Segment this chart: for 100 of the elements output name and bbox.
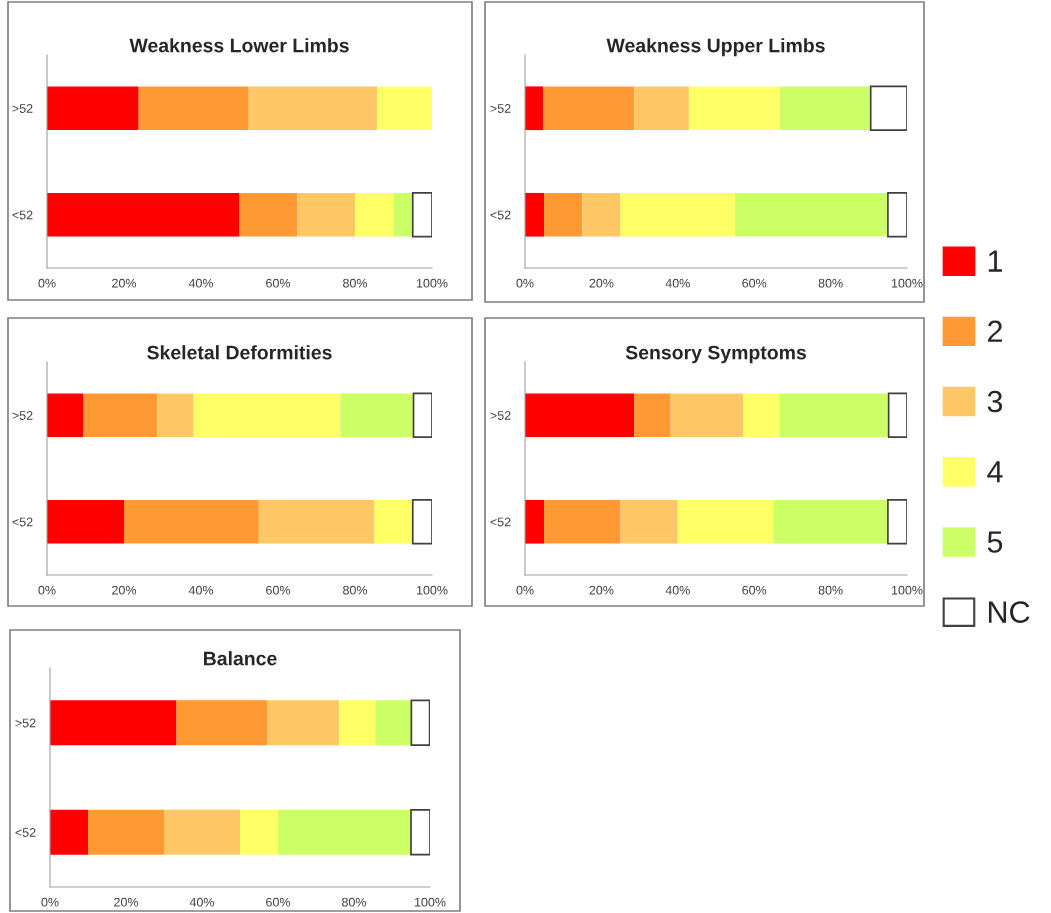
bar: [83, 393, 158, 438]
bar: [47, 499, 124, 544]
x-tick-label: 100%: [416, 278, 448, 288]
bar: [374, 499, 413, 544]
bar: [47, 393, 84, 438]
legend-label: 5: [987, 531, 1003, 553]
y-tick-label: >52: [15, 718, 36, 728]
bar: [239, 192, 298, 237]
x-tick-label: 100%: [891, 278, 923, 288]
bar: [278, 809, 411, 855]
chart-title: Skeletal Deformities: [147, 345, 332, 360]
bar: [670, 393, 744, 438]
bar: [138, 86, 249, 131]
y-tick-label: >52: [490, 411, 511, 420]
bar: [248, 86, 377, 131]
bar: [376, 86, 432, 131]
x-tick-label: 60%: [266, 897, 291, 907]
x-tick-label: 20%: [112, 278, 137, 288]
bar: [157, 393, 194, 438]
x-tick-label: 80%: [818, 585, 843, 595]
bar: [410, 699, 430, 747]
x-tick-label: 0%: [516, 278, 534, 288]
bar: [525, 393, 635, 438]
bar: [544, 499, 621, 544]
x-tick-label: 80%: [342, 897, 367, 907]
y-tick-label: <52: [15, 828, 36, 837]
chart-title: Weakness Lower Limbs: [129, 38, 349, 53]
x-tick-label: 80%: [343, 585, 368, 595]
x-tick-label: 80%: [343, 278, 368, 288]
y-tick-label: >52: [490, 104, 511, 113]
chart-title: Balance: [204, 651, 277, 666]
bar: [50, 700, 177, 746]
x-tick-label: 40%: [665, 585, 690, 595]
bar: [620, 192, 736, 237]
legend-label: 4: [987, 461, 1003, 483]
bar: [773, 499, 888, 544]
chart-title: Sensory Symptoms: [625, 345, 806, 364]
x-tick-label: 40%: [188, 278, 214, 288]
x-tick-label: 60%: [266, 585, 291, 595]
bar: [582, 192, 621, 237]
x-tick-label: 40%: [188, 585, 214, 595]
bar: [887, 192, 907, 238]
y-tick-label: <52: [490, 210, 511, 220]
legend-label: 3: [987, 390, 1003, 413]
bar: [525, 192, 545, 237]
bar: [297, 192, 355, 237]
chart-title: Weakness Upper Limbs: [606, 38, 825, 57]
x-tick-label: 60%: [266, 278, 291, 288]
bar: [634, 393, 671, 438]
bar: [887, 499, 907, 545]
bar: [164, 809, 240, 855]
bar: [88, 809, 164, 855]
x-tick-label: 20%: [114, 897, 139, 907]
x-tick-label: 40%: [189, 897, 215, 907]
bar: [266, 700, 340, 746]
bar: [124, 499, 259, 544]
bar: [258, 499, 375, 544]
bar: [47, 192, 240, 237]
bar: [525, 499, 545, 544]
bar: [735, 192, 888, 237]
bar: [634, 86, 689, 131]
bar: [543, 86, 635, 131]
bar: [743, 393, 780, 438]
bar: [779, 86, 871, 131]
legend-label: 2: [988, 320, 1002, 342]
y-tick-label: <52: [12, 210, 33, 220]
y-tick-label: >52: [12, 104, 33, 113]
bar: [393, 192, 413, 237]
bar: [375, 700, 412, 746]
bar: [411, 499, 432, 545]
bar: [193, 393, 341, 438]
bar: [869, 85, 907, 131]
bar: [411, 192, 432, 238]
y-tick-label: >52: [12, 411, 33, 420]
bar: [339, 700, 376, 746]
bar: [544, 192, 583, 237]
x-tick-label: 0%: [38, 585, 56, 595]
bar: [620, 499, 678, 544]
x-tick-label: 20%: [112, 585, 137, 595]
x-tick-label: 0%: [41, 897, 59, 907]
x-tick-label: 0%: [516, 585, 534, 595]
bar: [47, 86, 139, 131]
bar: [779, 393, 889, 438]
x-tick-label: 80%: [818, 278, 843, 288]
bar: [340, 393, 414, 438]
legend-label: NC: [988, 601, 1030, 623]
bar: [677, 499, 774, 544]
x-tick-label: 40%: [665, 278, 690, 288]
x-tick-label: 20%: [589, 278, 614, 288]
x-tick-label: 100%: [416, 585, 448, 595]
bar: [525, 86, 544, 131]
x-tick-label: 100%: [414, 897, 446, 907]
bar: [355, 192, 394, 237]
x-tick-label: 100%: [891, 585, 923, 595]
x-tick-label: 20%: [589, 585, 614, 595]
legend-label: 1: [988, 250, 1002, 272]
bar: [176, 700, 267, 746]
bar: [50, 809, 88, 855]
x-tick-label: 0%: [38, 278, 56, 288]
x-tick-label: 60%: [742, 585, 767, 595]
